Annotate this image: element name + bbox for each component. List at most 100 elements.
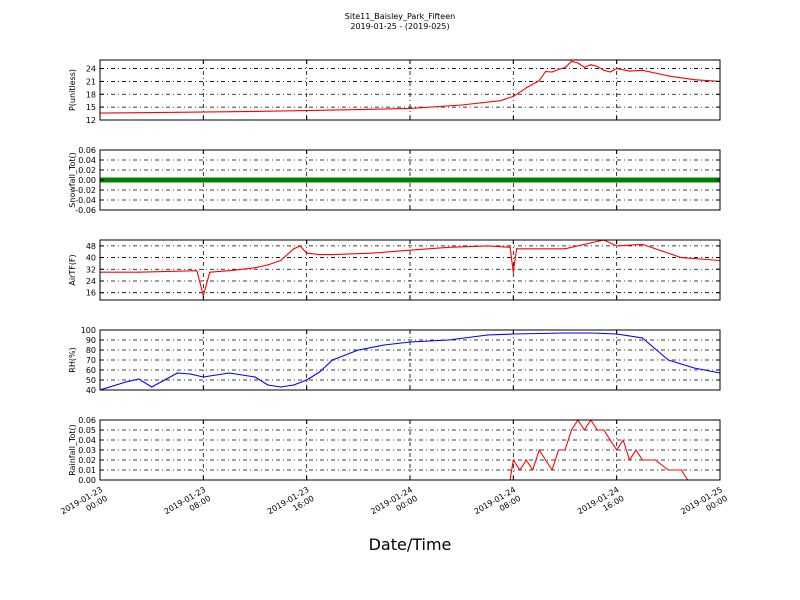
data-point (680, 256, 682, 259)
panel-2: 16 24 32 40 48 AirTF(F) (68, 239, 721, 301)
data-point (693, 367, 695, 369)
data-point (331, 109, 334, 111)
data-point (628, 70, 631, 72)
data-point (331, 359, 334, 361)
figure-title: Site11_Baisley_Park_Fifteen (345, 12, 455, 21)
data-point (461, 104, 463, 106)
data-point (583, 66, 585, 68)
y-axis-label: P(unitless) (68, 69, 77, 111)
y-tick-label: 0.01 (78, 466, 96, 475)
y-axis-label: Rainfall_Tot() (68, 424, 77, 476)
y-tick-label: 0.06 (78, 416, 96, 425)
data-point (532, 469, 534, 471)
data-point (499, 100, 502, 102)
y-tick-label: -0.04 (75, 196, 96, 205)
data-point (486, 334, 489, 336)
data-point (590, 64, 592, 66)
data-point (564, 248, 566, 250)
data-point (577, 62, 579, 64)
data-point (680, 469, 682, 471)
data-point (545, 459, 547, 461)
data-point (138, 271, 140, 273)
data-point (331, 254, 334, 256)
data-point (654, 459, 657, 461)
data-point (176, 111, 179, 113)
panel-0: 12 15 18 21 24 P(unitless) (68, 59, 721, 125)
data-point (280, 386, 282, 388)
y-tick-label: -0.02 (75, 186, 96, 195)
data-point (590, 332, 592, 334)
y-tick-label: 0.00 (78, 176, 96, 185)
data-point (189, 373, 192, 375)
data-point (616, 245, 618, 247)
data-point (635, 449, 637, 451)
data-point (138, 378, 140, 380)
data-point (176, 372, 179, 374)
y-tick-label: 0.00 (78, 476, 96, 485)
data-point (318, 371, 321, 373)
data-point (409, 249, 411, 251)
data-point (551, 469, 553, 471)
data-point (409, 341, 411, 343)
data-point (267, 264, 269, 266)
data-point (545, 70, 547, 73)
data-point (583, 429, 585, 431)
data-point (590, 242, 592, 244)
data-point (667, 469, 669, 471)
data-point (628, 459, 631, 461)
data-point (509, 246, 511, 248)
data-point (125, 381, 127, 383)
y-tick-label: -0.06 (75, 206, 96, 215)
y-tick-label: 48 (86, 242, 96, 251)
series-line-0 (100, 240, 720, 297)
data-point (254, 267, 256, 269)
data-point (525, 87, 527, 89)
data-point (228, 372, 230, 374)
data-point (596, 65, 598, 68)
y-tick-label: 24 (86, 65, 96, 74)
data-point (693, 79, 695, 81)
panel-1: -0.06-0.04-0.020.000.020.040.06Snowfall_… (68, 146, 721, 215)
data-point (564, 449, 566, 451)
data-point (254, 110, 256, 113)
data-point (202, 295, 204, 297)
data-point (603, 429, 605, 431)
y-tick-label: 16 (86, 289, 96, 298)
data-point (306, 252, 308, 254)
y-tick-label: 40 (86, 386, 96, 395)
data-point (596, 429, 598, 431)
y-tick-label: 40 (86, 254, 96, 263)
data-point (202, 376, 204, 378)
data-point (228, 270, 230, 272)
y-tick-label: 21 (86, 77, 96, 86)
data-point (667, 359, 669, 361)
data-point (564, 332, 566, 334)
data-point (622, 439, 624, 441)
data-point (409, 107, 411, 110)
series-line-0 (100, 420, 720, 480)
data-point (519, 469, 521, 471)
y-tick-label: 60 (86, 366, 96, 375)
data-point (293, 248, 295, 250)
y-tick-label: 0.06 (78, 146, 96, 155)
y-tick-label: 15 (86, 103, 96, 112)
data-point (609, 71, 611, 73)
data-point (448, 246, 450, 248)
y-axis-label: AirTF(F) (68, 254, 77, 285)
data-point (515, 248, 518, 250)
y-axis-label: RH(%) (68, 347, 77, 372)
data-point (525, 459, 527, 461)
panel-4: 0.000.010.020.030.040.050.06Rainfall_Tot… (68, 416, 721, 485)
data-point (551, 71, 553, 73)
y-tick-label: 0.05 (78, 426, 96, 435)
data-point (163, 379, 166, 381)
y-tick-label: 0.02 (78, 166, 96, 175)
data-point (570, 60, 573, 62)
data-point (609, 439, 611, 441)
data-point (512, 95, 514, 98)
data-point (151, 386, 153, 388)
y-axis-label: Snowfall_Tot() (68, 152, 77, 208)
data-point (512, 271, 514, 273)
data-point (603, 69, 605, 71)
